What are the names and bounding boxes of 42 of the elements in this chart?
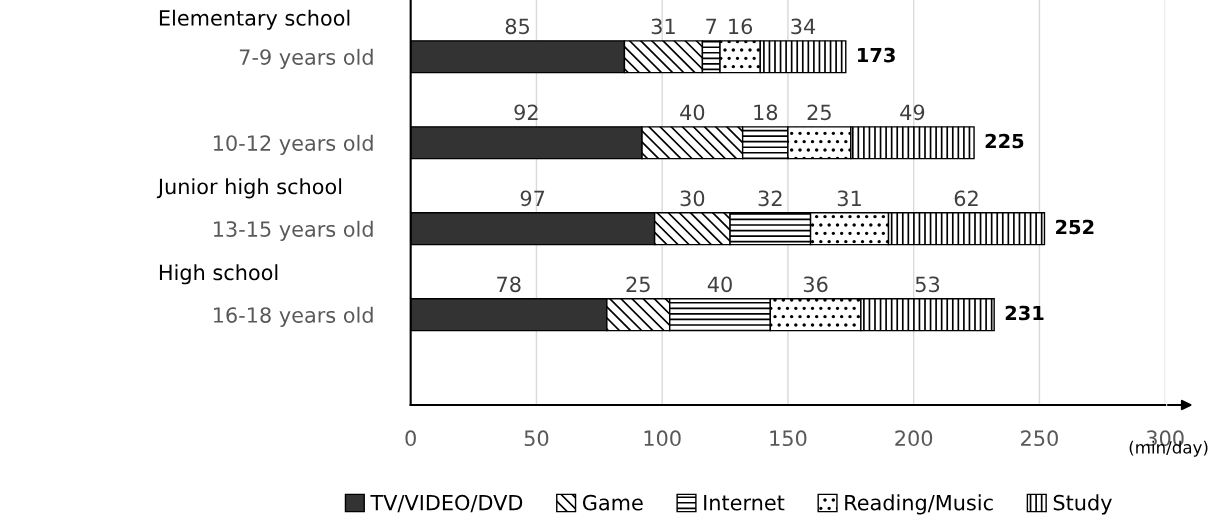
total-label: 252 <box>1056 219 1094 235</box>
data-label: 16 <box>729 18 753 35</box>
data-label: 78 <box>497 276 521 293</box>
x-tick-label: 250 <box>1021 430 1058 447</box>
y-tick-label: 16-18 years old <box>213 306 373 327</box>
data-label: 31 <box>651 18 675 35</box>
data-label: 18 <box>754 104 778 121</box>
legend-label: Internet <box>704 495 785 511</box>
x-tick-label: 50 <box>524 430 549 447</box>
y-tick-label: 10-12 years old <box>213 134 373 155</box>
legend-label: Study <box>1053 494 1112 515</box>
data-label: 30 <box>680 190 705 207</box>
data-label: 32 <box>758 190 782 207</box>
total-label: 231 <box>1005 305 1044 321</box>
data-label: 85 <box>505 18 529 35</box>
text: Elementary school <box>159 9 350 30</box>
legend-label: Game <box>582 494 643 511</box>
legend-label: TV/VIDEO/DVD <box>370 494 523 513</box>
total-label: 173 <box>858 47 895 63</box>
legend-label: Reading/Music <box>845 494 993 515</box>
data-label: 31 <box>837 190 861 207</box>
data-label: 36 <box>803 276 828 293</box>
y-tick-label: 7-9 years old <box>239 48 373 69</box>
data-label: 7 <box>706 18 717 34</box>
x-tick-label: 150 <box>770 430 807 447</box>
data-label: 53 <box>915 276 940 293</box>
x-tick-label: 0 <box>405 430 416 447</box>
x-tick-label: 200 <box>895 430 933 447</box>
x-tick-label: 100 <box>644 430 681 447</box>
text: Junior high school <box>156 178 342 199</box>
data-label: 25 <box>807 104 831 121</box>
data-label: 97 <box>520 190 545 207</box>
y-tick-label: 13-15 years old <box>213 220 373 241</box>
data-label: 92 <box>514 104 538 121</box>
data-label: 40 <box>680 104 705 121</box>
data-label: 62 <box>954 190 978 207</box>
data-label: 40 <box>707 276 732 293</box>
data-label: 49 <box>900 104 925 121</box>
text: High school <box>159 264 278 285</box>
data-label: 25 <box>626 276 650 293</box>
data-label: 34 <box>791 18 816 35</box>
total-label: 225 <box>985 133 1024 149</box>
